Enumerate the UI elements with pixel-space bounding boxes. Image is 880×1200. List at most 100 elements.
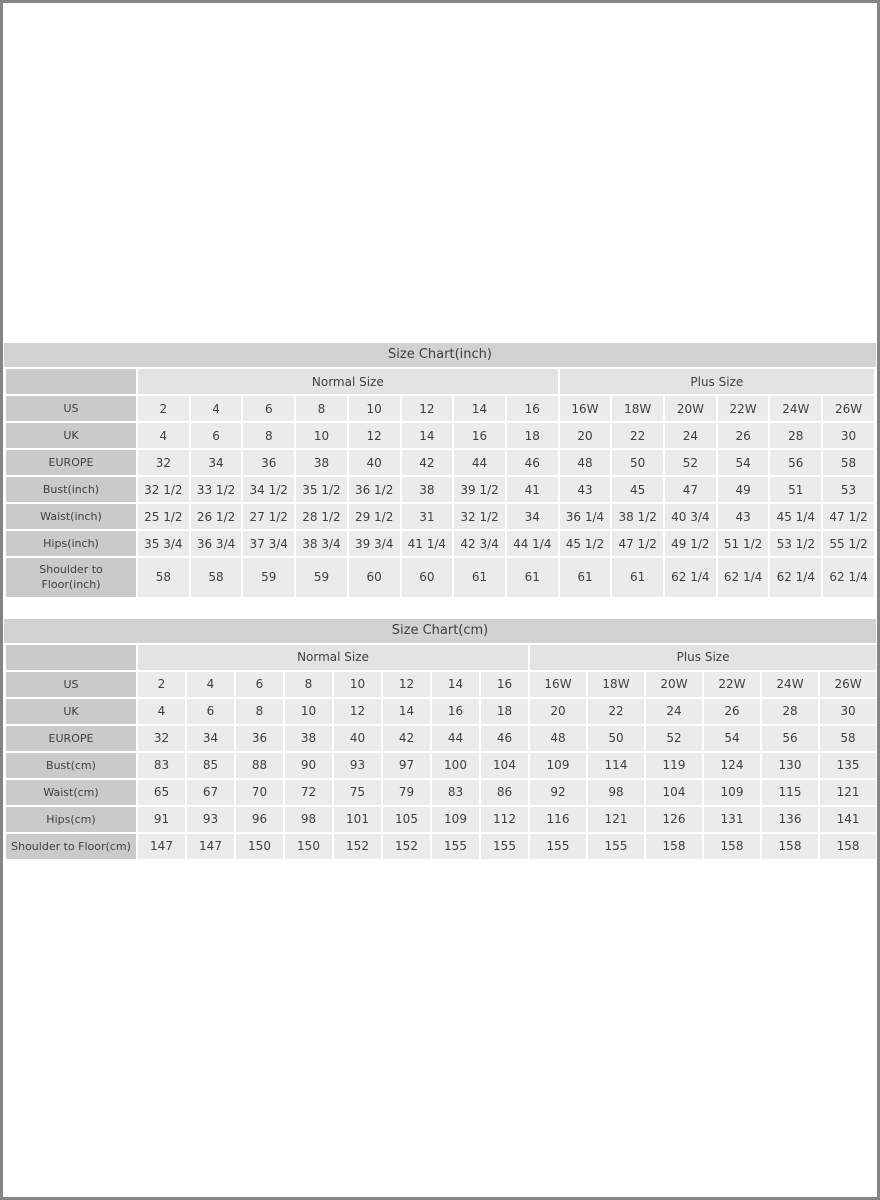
size-chart-cm-title: Size Chart(cm) xyxy=(4,618,876,643)
size-cell: 22 xyxy=(612,423,664,448)
size-cell: 44 xyxy=(454,450,505,475)
size-cell: 8 xyxy=(243,423,295,448)
size-cell: 34 1/2 xyxy=(243,477,295,502)
size-cell: 34 xyxy=(187,725,234,751)
row-header-shoulder-to-floor-cm: Shoulder to Floor(cm) xyxy=(6,833,136,859)
size-cell: 43 xyxy=(717,504,769,529)
table-row-waist-inch: Waist(inch) 25 1/2 26 1/2 27 1/2 28 1/2 29 1/… xyxy=(6,504,874,529)
size-cell: 20 xyxy=(530,698,586,724)
size-cell: 93 xyxy=(187,806,234,832)
size-cell: 10 xyxy=(334,671,381,697)
size-cell: 38 1/2 xyxy=(612,504,664,529)
size-cell: 35 1/2 xyxy=(296,477,347,502)
table-row-uk: UK 4 6 8 10 12 14 16 18 20 22 24 26 28 30 xyxy=(6,423,874,448)
size-cell: 25 1/2 xyxy=(138,504,189,529)
size-cell: 12 xyxy=(383,671,430,697)
size-cell: 46 xyxy=(506,450,558,475)
size-cell: 42 xyxy=(401,450,453,475)
size-cell: 10 xyxy=(285,698,332,724)
size-chart-cm-section: Size Chart(cm) Normal Size Plus Size US 2 4 6… xyxy=(4,618,877,861)
size-cell: 16 xyxy=(481,671,528,697)
size-cell: 67 xyxy=(187,779,234,805)
size-cell: 119 xyxy=(646,752,702,778)
size-chart-inch-table: Normal Size Plus Size US 2 4 6 8 10 12 14 16 16W 18W… xyxy=(4,367,876,599)
row-header-bust-inch: Bust(inch) xyxy=(6,477,136,502)
size-cell: 50 xyxy=(612,450,664,475)
table-row-bust-cm: Bust(cm) 83 85 88 90 93 97 100 104 109 114 119 124 13… xyxy=(6,752,877,778)
size-cell: 26 xyxy=(717,423,769,448)
size-cell: 46 xyxy=(481,725,528,751)
row-header-hips-inch: Hips(inch) xyxy=(6,531,136,556)
size-cell: 36 xyxy=(236,725,283,751)
size-cell: 141 xyxy=(820,806,877,832)
size-cell: 14 xyxy=(401,423,453,448)
column-group-plus-size: Plus Size xyxy=(530,644,877,670)
size-cell: 34 xyxy=(190,450,242,475)
size-cell: 62 1/4 xyxy=(823,558,874,597)
table-row-hips-cm: Hips(cm) 91 93 96 98 101 105 109 112 116 121 126 131… xyxy=(6,806,877,832)
size-cell: 45 1/4 xyxy=(770,504,822,529)
row-header-us: US xyxy=(6,396,136,421)
size-cell: 54 xyxy=(717,450,769,475)
size-cell: 38 xyxy=(285,725,332,751)
size-cell: 79 xyxy=(383,779,430,805)
size-cell: 158 xyxy=(704,833,760,859)
size-cell: 58 xyxy=(138,558,189,597)
size-cell: 24W xyxy=(762,671,818,697)
size-cell: 109 xyxy=(432,806,479,832)
size-cell: 44 1/4 xyxy=(506,531,558,556)
size-cell: 38 xyxy=(296,450,347,475)
size-chart-inch-title: Size Chart(inch) xyxy=(4,343,876,367)
size-cell: 24W xyxy=(770,396,822,421)
size-cell: 75 xyxy=(334,779,381,805)
table-row-shoulder-to-floor-cm: Shoulder to Floor(cm) 147 147 150 150 152 152 1… xyxy=(6,833,877,859)
size-cell: 14 xyxy=(454,396,505,421)
row-header-europe: EUROPE xyxy=(6,725,136,751)
size-cell: 150 xyxy=(236,833,283,859)
size-cell: 45 xyxy=(612,477,664,502)
size-cell: 92 xyxy=(530,779,586,805)
size-cell: 85 xyxy=(187,752,234,778)
size-cell: 44 xyxy=(432,725,479,751)
size-cell: 8 xyxy=(296,396,347,421)
size-cell: 109 xyxy=(530,752,586,778)
table-row-bust-inch: Bust(inch) 32 1/2 33 1/2 34 1/2 35 1/2 36 1/2… xyxy=(6,477,874,502)
size-cell: 109 xyxy=(704,779,760,805)
size-cell: 6 xyxy=(243,396,295,421)
size-cell: 60 xyxy=(401,558,453,597)
size-cell: 130 xyxy=(762,752,818,778)
size-cell: 83 xyxy=(138,752,185,778)
size-cell: 100 xyxy=(432,752,479,778)
size-cell: 49 1/2 xyxy=(665,531,716,556)
size-cell: 22W xyxy=(704,671,760,697)
row-header-uk: UK xyxy=(6,423,136,448)
size-cell: 20 xyxy=(559,423,611,448)
size-cell: 20W xyxy=(646,671,702,697)
size-cell: 105 xyxy=(383,806,430,832)
column-group-normal-size: Normal Size xyxy=(138,369,558,394)
size-cell: 8 xyxy=(236,698,283,724)
size-cell: 35 3/4 xyxy=(138,531,189,556)
size-cell: 61 xyxy=(454,558,505,597)
size-cell: 40 3/4 xyxy=(665,504,716,529)
size-cell: 61 xyxy=(612,558,664,597)
size-cell: 38 xyxy=(401,477,453,502)
size-cell: 28 xyxy=(770,423,822,448)
row-header-shoulder-to-floor-inch: Shoulder to Floor(inch) xyxy=(6,558,136,597)
size-cell: 16 xyxy=(506,396,558,421)
size-cell: 40 xyxy=(348,450,400,475)
corner-cell xyxy=(6,369,136,394)
size-cell: 53 1/2 xyxy=(770,531,822,556)
size-cell: 52 xyxy=(665,450,716,475)
table-row-waist-cm: Waist(cm) 65 67 70 72 75 79 83 86 92 98 104 109 115 12… xyxy=(6,779,877,805)
size-cell: 47 xyxy=(665,477,716,502)
size-cell: 72 xyxy=(285,779,332,805)
size-cell: 98 xyxy=(285,806,332,832)
size-cell: 41 1/4 xyxy=(401,531,453,556)
size-cell: 12 xyxy=(348,423,400,448)
size-cell: 4 xyxy=(138,698,185,724)
size-cell: 32 1/2 xyxy=(454,504,505,529)
size-cell: 22 xyxy=(588,698,644,724)
table-row-us: US 2 4 6 8 10 12 14 16 16W 18W 20W 22W 24W 26W xyxy=(6,671,877,697)
column-group-plus-size: Plus Size xyxy=(559,369,874,394)
